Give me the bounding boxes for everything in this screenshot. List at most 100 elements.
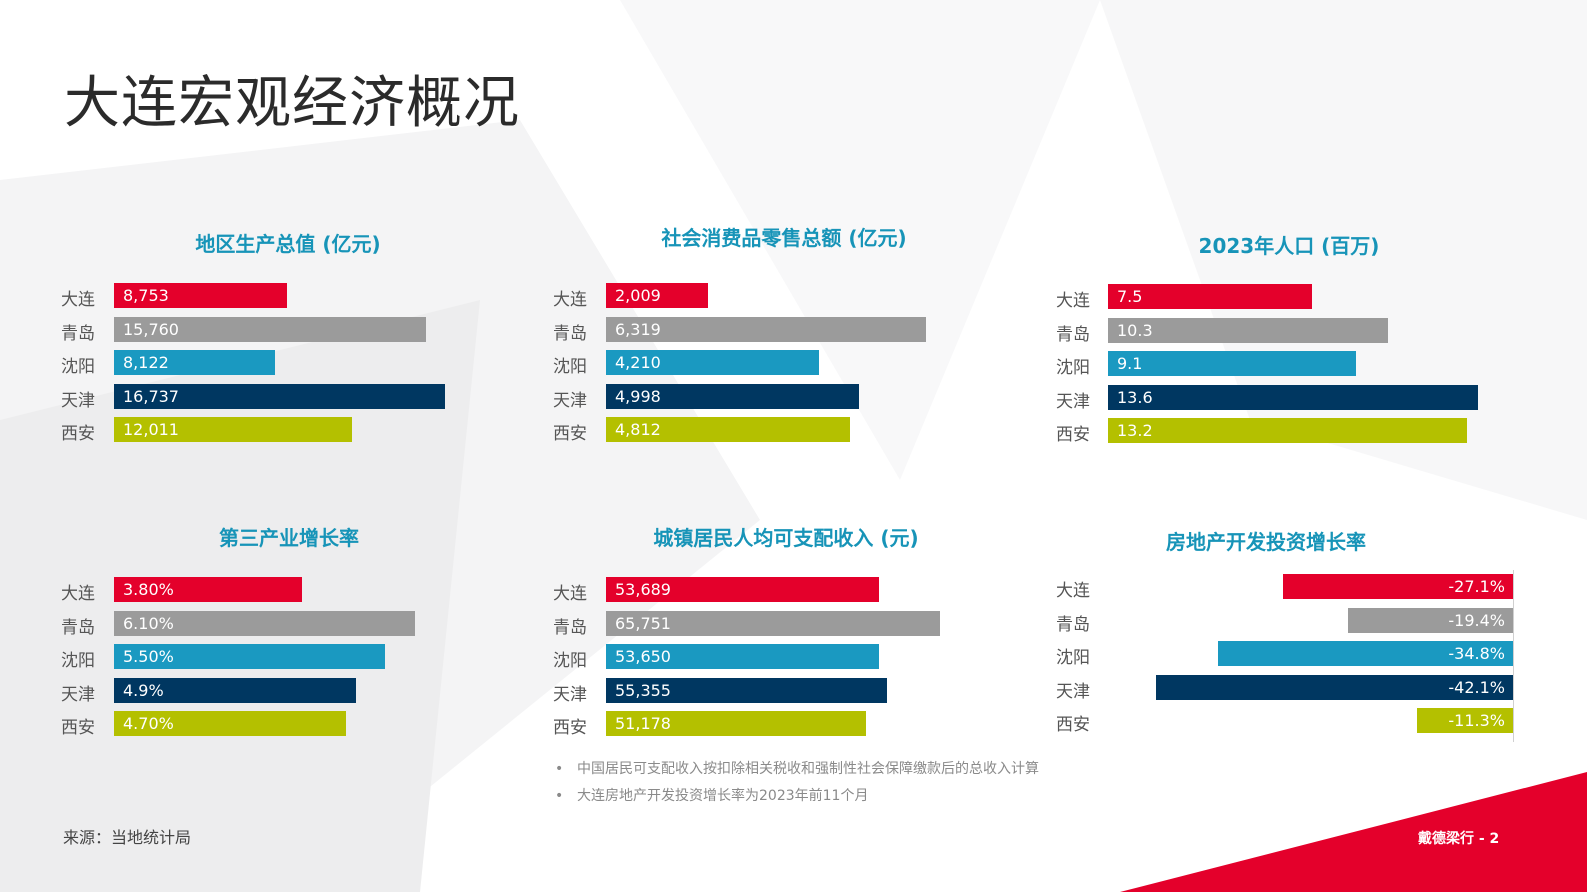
data-label: 65,751 (615, 613, 671, 633)
data-label: 3.80% (123, 580, 174, 599)
chart-retail-sales: 社会消费品零售总额 (亿元) 大连 2,009 青岛 6,319 沈阳 4,210 天津 4,9… (553, 222, 1035, 462)
bar-tianjin (1108, 384, 1478, 410)
data-label: 4.9% (123, 680, 164, 700)
category-label: 西安 (553, 718, 587, 739)
category-label: 西安 (553, 424, 587, 445)
data-label: 4,812 (615, 420, 661, 440)
bar-tianjin (114, 677, 356, 703)
bar-row-tianjin: 天津 16,737 (61, 383, 533, 411)
category-label: 天津 (1056, 391, 1090, 412)
bar-row-shenyang: 沈阳 8,122 (61, 350, 533, 378)
data-label: 13.6 (1117, 387, 1153, 407)
category-label: 青岛 (553, 323, 587, 344)
data-label: 9.1 (1117, 354, 1143, 374)
bar-qingdao (114, 610, 415, 636)
bar-xian (1417, 708, 1513, 734)
category-label: 青岛 (1056, 324, 1090, 345)
bar-row-xian: 西安 12,011 (61, 417, 533, 445)
data-label: 10.3 (1117, 320, 1153, 340)
bar-xian (606, 417, 850, 443)
data-label: -19.4% (1448, 610, 1505, 630)
bar-xian (114, 711, 346, 737)
category-label: 沈阳 (1056, 358, 1090, 379)
category-label: 青岛 (553, 617, 587, 638)
category-label: 天津 (553, 390, 587, 411)
data-label: -42.1% (1448, 677, 1505, 697)
category-label: 大连 (553, 290, 587, 310)
category-label: 沈阳 (553, 357, 587, 378)
data-label: -34.8% (1448, 644, 1505, 664)
bar-row-dalian: 大连 3.80% (61, 577, 533, 604)
category-label: 西安 (61, 424, 95, 445)
chart-title: 社会消费品零售总额 (亿元) (661, 226, 907, 250)
data-label: 6.10% (123, 613, 174, 633)
bar-row-xian: 西安 -11.3% (1056, 708, 1528, 735)
category-label: 沈阳 (553, 651, 587, 672)
bar-row-tianjin: 天津 -42.1% (1056, 674, 1528, 702)
bar-row-shenyang: 沈阳 9.1 (1056, 351, 1528, 379)
data-label: 55,355 (615, 680, 671, 700)
data-label: 16,737 (123, 386, 179, 406)
bar-row-qingdao: 青岛 10.3 (1056, 317, 1528, 345)
bar-row-tianjin: 天津 4.9% (61, 677, 533, 705)
bar-qingdao (606, 610, 940, 636)
data-label: 51,178 (615, 714, 671, 734)
category-label: 天津 (553, 684, 587, 705)
category-label: 青岛 (61, 323, 95, 344)
chart-title: 第三产业增长率 (219, 526, 359, 550)
category-label: 天津 (61, 390, 95, 411)
bar-row-xian: 西安 51,178 (553, 711, 1025, 739)
bar-tianjin (606, 383, 860, 409)
category-label: 青岛 (61, 617, 95, 638)
bar-shenyang (1217, 641, 1513, 667)
data-label: -27.1% (1448, 577, 1505, 596)
bar-shenyang (114, 644, 386, 670)
category-label: 天津 (61, 684, 95, 705)
category-label: 大连 (1056, 291, 1090, 311)
category-label: 大连 (553, 584, 587, 604)
red-corner-band (1120, 772, 1587, 892)
bar-dalian (606, 283, 708, 308)
data-label: 4,210 (615, 353, 661, 373)
chart-title: 房地产开发投资增长率 (1166, 530, 1366, 554)
chart-gdp: 地区生产总值 (亿元) 大连 8,753 青岛 15,760 沈阳 8,122 天津 16,73… (61, 228, 543, 468)
bar-row-xian: 西安 4,812 (553, 417, 1025, 445)
bar-dalian (1283, 574, 1513, 599)
bar-qingdao (606, 316, 926, 342)
data-label: 2,009 (615, 286, 661, 305)
data-label: 15,760 (123, 319, 179, 339)
data-label: 7.5 (1117, 287, 1143, 306)
zero-axis-line (1513, 570, 1514, 742)
bar-xian (114, 417, 352, 443)
chart-real-estate-investment: 房地产开发投资增长率 大连 -27.1% 青岛 -19.4% 沈阳 -34.8% 天津 -42.… (1056, 526, 1538, 766)
category-label: 沈阳 (1056, 648, 1090, 669)
category-label: 天津 (1056, 681, 1090, 702)
bar-row-tianjin: 天津 4,998 (553, 383, 1025, 411)
bar-row-dalian: 大连 8,753 (61, 283, 533, 310)
bar-row-shenyang: 沈阳 -34.8% (1056, 641, 1528, 669)
bar-shenyang (114, 350, 275, 376)
bar-dalian (114, 577, 302, 602)
data-label: 6,319 (615, 319, 661, 339)
bar-row-qingdao: 青岛 6,319 (553, 316, 1025, 344)
bar-tianjin (114, 383, 445, 409)
category-label: 大连 (61, 290, 95, 310)
footnote-item: • 中国居民可支配收入按扣除相关税收和强制性社会保障缴款后的总收入计算 (555, 761, 1039, 777)
data-label: 53,689 (615, 580, 671, 599)
category-label: 沈阳 (61, 357, 95, 378)
bar-row-tianjin: 天津 55,355 (553, 677, 1025, 705)
data-label: 4.70% (123, 714, 174, 734)
bar-qingdao (1108, 317, 1389, 343)
bar-row-shenyang: 沈阳 4,210 (553, 350, 1025, 378)
chart-population: 2023年人口 (百万) 大连 7.5 青岛 10.3 沈阳 9.1 天津 13.6 西安 13.2 (1056, 230, 1538, 470)
bar-tianjin (606, 677, 888, 703)
bar-dalian (114, 283, 288, 308)
source-note: 来源：当地统计局 (63, 828, 192, 847)
bar-dalian (606, 577, 879, 602)
category-label: 青岛 (1056, 614, 1090, 635)
chart-tertiary-growth: 第三产业增长率 大连 3.80% 青岛 6.10% 沈阳 5.50% 天津 4.9% 西安 4.70… (61, 522, 543, 762)
data-label: 8,753 (123, 286, 169, 305)
bar-shenyang (606, 644, 879, 670)
bar-xian (606, 711, 866, 737)
bar-tianjin (1156, 674, 1513, 700)
